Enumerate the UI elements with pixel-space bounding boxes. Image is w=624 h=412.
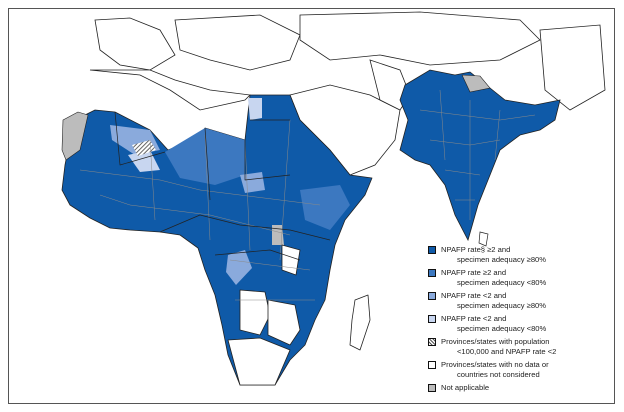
legend-label: specimen adequacy <80%: [457, 324, 547, 333]
legend-item: NPAFP rate <2 and specimen adequacy <80%: [428, 314, 613, 334]
region-no-data: [281, 244, 301, 276]
legend-swatch: [428, 292, 436, 300]
legend-label: <100,000 and NPAFP rate <2: [457, 347, 557, 356]
region-rate-ge2-lt80: [300, 185, 350, 230]
sri-lanka: [478, 231, 489, 247]
legend-swatch: [428, 361, 436, 369]
legend-item: NPAFP rate <2 and specimen adequacy ≥80%: [428, 291, 613, 311]
region-rate-lt2-lt80: [248, 98, 262, 120]
south-asia-landmass: [399, 69, 561, 242]
legend-label: NPAFP rate <2 and: [441, 291, 507, 300]
legend-label: NPAFP rate <2 and: [441, 314, 507, 323]
legend-swatch: [428, 338, 436, 346]
legend-label: Not applicable: [441, 383, 490, 392]
region-rate-lt2-ge80: [240, 172, 265, 193]
madagascar: [349, 294, 371, 351]
map-legend: NPAFP rate§ ≥2 and specimen adequacy ≥80%…: [428, 245, 613, 396]
region-rate-ge2-lt80: [165, 128, 245, 185]
legend-label: countries not considered: [457, 370, 540, 379]
legend-swatch: [428, 269, 436, 277]
legend-swatch: [428, 384, 436, 392]
region-grey: [61, 111, 89, 161]
region-no-data: [267, 299, 301, 346]
legend-label: NPAFP rate ≥2 and: [441, 268, 507, 277]
legend-swatch: [428, 246, 436, 254]
country-borders: [114, 111, 331, 261]
region-grey: [461, 74, 491, 93]
map-frame: [8, 8, 615, 404]
legend-label: NPAFP rate§ ≥2 and: [441, 245, 511, 254]
region-rate-lt2-ge80: [226, 250, 252, 285]
legend-item: Provinces/states with no data or countrie…: [428, 360, 613, 380]
south-asia: [399, 69, 561, 247]
legend-item: Not applicable: [428, 383, 613, 393]
region-grey: [272, 225, 284, 245]
legend-item: NPAFP rate ≥2 and specimen adequacy <80%: [428, 268, 613, 288]
background-countries: [89, 11, 606, 176]
region-no-data: [227, 337, 291, 386]
legend-label: specimen adequacy ≥80%: [457, 255, 547, 264]
legend-label: specimen adequacy <80%: [457, 278, 547, 287]
legend-item: NPAFP rate§ ≥2 and specimen adequacy ≥80%: [428, 245, 613, 265]
legend-swatch: [428, 315, 436, 323]
legend-item: Provinces/states with population <100,000…: [428, 337, 613, 357]
region-no-data: [239, 289, 271, 336]
africa: [61, 94, 373, 386]
legend-label: specimen adequacy ≥80%: [457, 301, 547, 310]
legend-label: Provinces/states with no data or: [441, 360, 549, 369]
subnational-borders: [419, 89, 536, 220]
legend-label: Provinces/states with population: [441, 337, 550, 346]
